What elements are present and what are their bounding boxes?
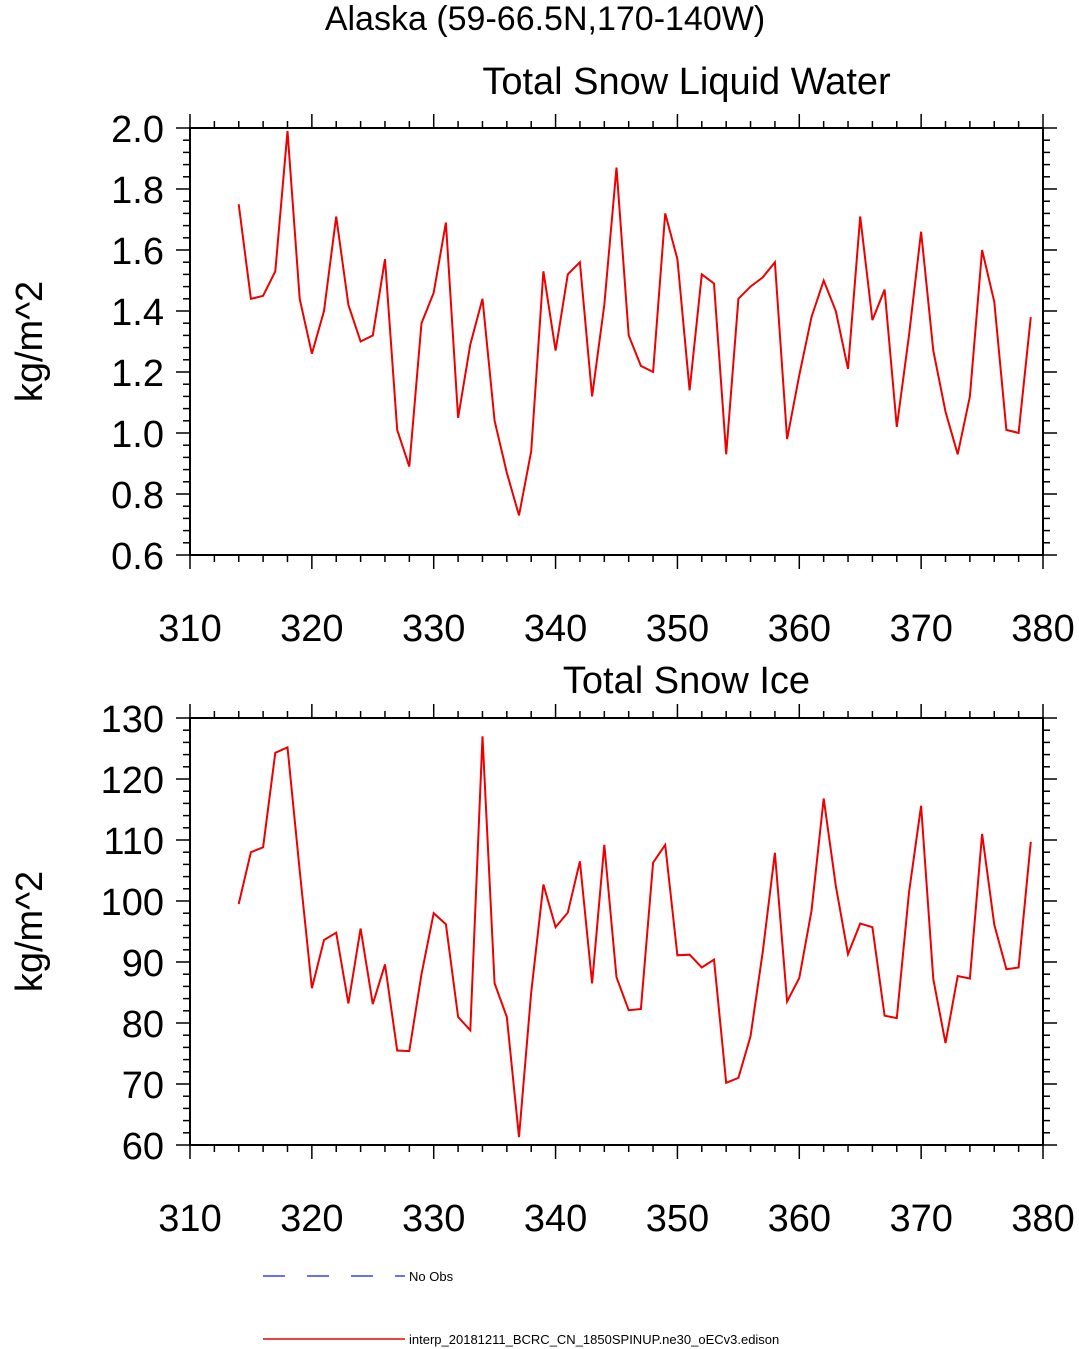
plot-frame	[189, 127, 1044, 556]
y-tick-label: 1.4	[111, 292, 164, 334]
x-tick-label: 310	[158, 608, 221, 650]
legend-label-1: No Obs	[409, 1269, 454, 1284]
y-tick-label: 1.8	[111, 170, 164, 212]
y-tick-label: 70	[122, 1065, 164, 1107]
x-tick-label: 370	[889, 1198, 952, 1240]
x-tick-label: 330	[402, 1198, 465, 1240]
y-tick-label: 100	[101, 882, 164, 924]
x-tick-label: 350	[646, 608, 709, 650]
legend: No Obs interp_20181211_BCRC_CN_1850SPINUP…	[263, 1269, 779, 1347]
x-tick-label: 310	[158, 1198, 221, 1240]
x-tick-label: 370	[889, 608, 952, 650]
chart-title: Total Snow Liquid Water	[482, 61, 891, 103]
y-tick-label: 1.6	[111, 231, 164, 273]
x-tick-label: 320	[280, 608, 343, 650]
x-tick-label: 350	[646, 1198, 709, 1240]
x-tick-label: 380	[1011, 608, 1074, 650]
chart-panel-2: Total Snow Ice kg/m^2 310 320 330 340 350 360 37…	[9, 660, 1075, 1240]
chart-panel-1: Total Snow Liquid Water kg/m^2 310 320 330 34…	[9, 61, 1075, 650]
x-tick-label: 380	[1011, 1198, 1074, 1240]
y-tick-label: 2.0	[111, 109, 164, 151]
x-tick-label: 340	[524, 608, 587, 650]
y-tick-label: 0.6	[111, 536, 164, 578]
y-tick-label: 110	[103, 821, 164, 863]
y-tick-label: 1.0	[111, 414, 164, 456]
chart-title: Total Snow Ice	[563, 660, 810, 702]
y-tick-label: 1.2	[111, 353, 164, 395]
y-tick-label: 60	[122, 1126, 164, 1168]
y-tick-label: 0.8	[111, 475, 164, 517]
legend-label-2: interp_20181211_BCRC_CN_1850SPINUP.ne30_…	[409, 1332, 779, 1347]
y-axis-label: kg/m^2	[9, 871, 51, 992]
figure-title: Alaska (59-66.5N,170-140W)	[325, 0, 765, 38]
y-tick-label: 90	[122, 943, 164, 985]
x-tick-label: 360	[768, 1198, 831, 1240]
series-line	[237, 736, 1032, 1138]
y-tick-label: 120	[101, 760, 164, 802]
series-line	[237, 130, 1032, 516]
y-tick-label: 80	[122, 1004, 164, 1046]
plot-frame	[189, 717, 1044, 1146]
y-axis-label: kg/m^2	[9, 281, 51, 402]
x-tick-label: 340	[524, 1198, 587, 1240]
x-tick-label: 360	[768, 608, 831, 650]
y-tick-label: 130	[101, 699, 164, 741]
x-tick-label: 320	[280, 1198, 343, 1240]
x-tick-label: 330	[402, 608, 465, 650]
